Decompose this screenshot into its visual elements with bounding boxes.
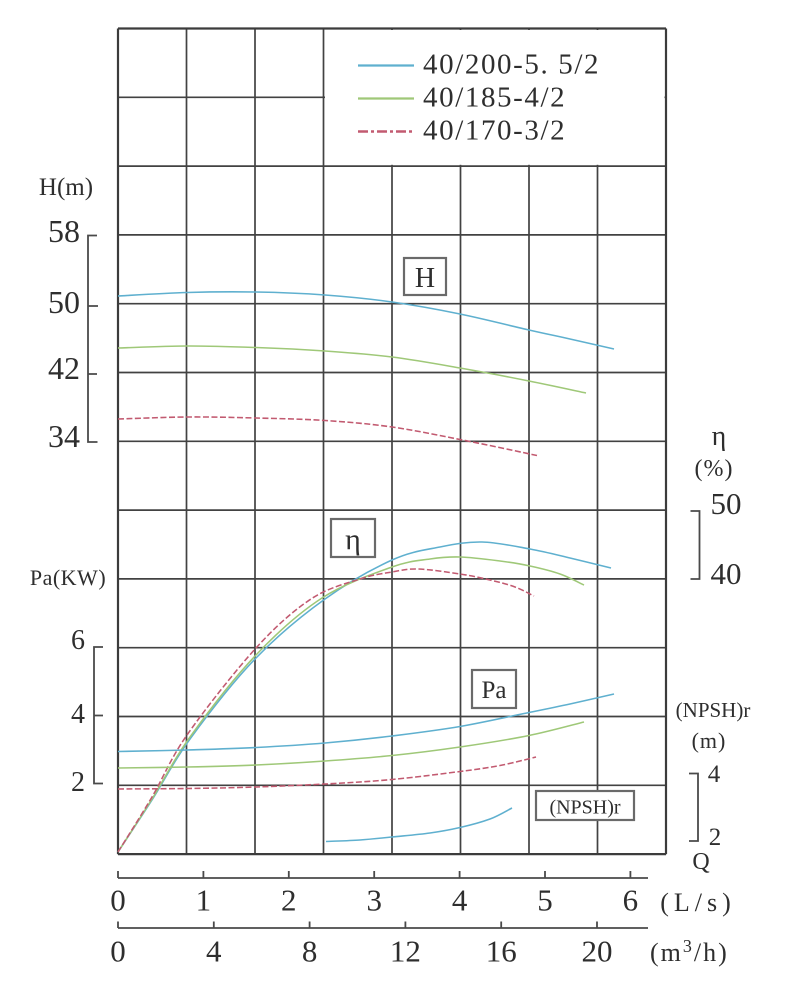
svg-text:40/185-4/2: 40/185-4/2: [423, 82, 566, 114]
svg-text:42: 42: [48, 350, 80, 386]
svg-text:η: η: [345, 523, 361, 556]
svg-text:(NPSH)r: (NPSH)r: [549, 797, 620, 819]
svg-text:4: 4: [708, 761, 721, 788]
svg-text:34: 34: [48, 418, 80, 454]
svg-text:40: 40: [711, 556, 742, 591]
svg-text:3: 3: [366, 883, 382, 918]
svg-text:(%): (%): [695, 456, 734, 482]
svg-text:0: 0: [110, 883, 126, 918]
svg-text:0: 0: [110, 934, 126, 969]
svg-text:40/200-5. 5/2: 40/200-5. 5/2: [423, 49, 600, 81]
svg-text:Pa: Pa: [482, 677, 507, 704]
svg-text:6: 6: [623, 883, 639, 918]
svg-text:12: 12: [390, 934, 421, 969]
svg-text:(m): (m): [692, 728, 727, 753]
svg-text:4: 4: [452, 883, 468, 918]
svg-text:6: 6: [71, 625, 85, 656]
svg-text:8: 8: [302, 934, 318, 969]
svg-text:η: η: [712, 421, 727, 452]
svg-text:(L/s): (L/s): [660, 888, 736, 917]
svg-text:H(m): H(m): [39, 174, 93, 201]
svg-text:Q: Q: [692, 849, 709, 875]
svg-text:16: 16: [486, 934, 517, 969]
svg-text:(NPSH)r: (NPSH)r: [676, 698, 751, 722]
svg-text:58: 58: [48, 213, 80, 249]
svg-text:2: 2: [281, 883, 297, 918]
svg-text:H: H: [415, 263, 435, 294]
svg-text:4: 4: [206, 934, 222, 969]
svg-text:5: 5: [537, 883, 553, 918]
svg-text:2: 2: [71, 767, 85, 798]
svg-text:Pa(KW): Pa(KW): [30, 565, 106, 590]
svg-text:40/170-3/2: 40/170-3/2: [423, 115, 566, 147]
svg-text:2: 2: [709, 824, 722, 851]
svg-text:50: 50: [48, 284, 80, 320]
svg-text:4: 4: [71, 699, 85, 730]
svg-text:1: 1: [196, 883, 212, 918]
svg-text:20: 20: [582, 934, 613, 969]
svg-text:50: 50: [711, 486, 742, 521]
